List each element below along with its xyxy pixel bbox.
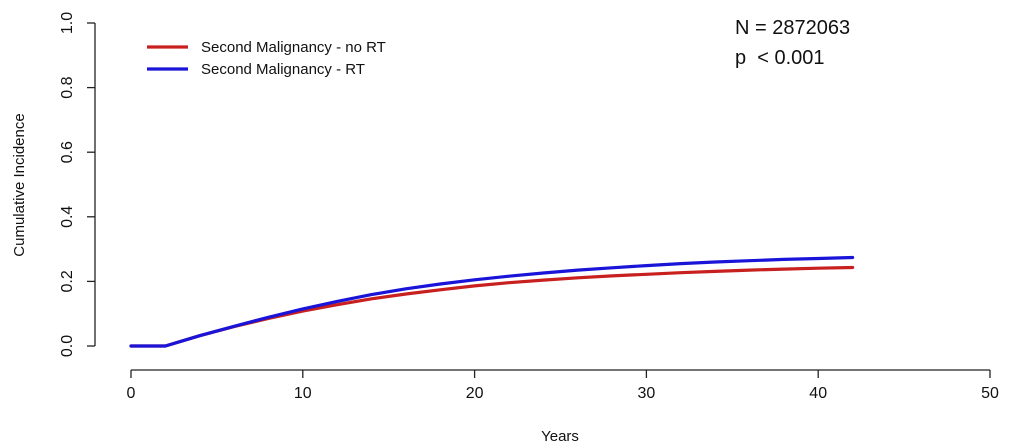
y-axis-title: Cumulative Incidence	[11, 113, 28, 256]
legend-label-no-rt: Second Malignancy - no RT	[201, 39, 386, 56]
series-group	[129, 255, 855, 348]
x-tick-label: 10	[294, 385, 312, 402]
y-ticks: 0.0 0.2 0.4 0.6 0.8 1.0	[59, 12, 95, 357]
y-tick-label: 0.2	[59, 270, 76, 292]
legend-label-rt: Second Malignancy - RT	[201, 61, 365, 78]
y-tick-label: 1.0	[59, 12, 76, 34]
x-axis-title: Years	[541, 428, 579, 445]
x-tick-label: 0	[127, 385, 136, 402]
y-tick-label: 0.6	[59, 141, 76, 163]
x-tick-label: 50	[981, 385, 999, 402]
y-tick-label: 0.8	[59, 76, 76, 98]
x-tick-label: 20	[466, 385, 484, 402]
series-line-rt	[129, 255, 855, 348]
x-ticks: 0 10 20 30 40 50	[127, 370, 999, 402]
y-tick-label: 0.0	[59, 335, 76, 357]
axes	[94, 23, 990, 371]
x-tick-label: 30	[638, 385, 656, 402]
y-tick-label: 0.4	[59, 206, 76, 228]
x-tick-label: 40	[809, 385, 827, 402]
p-value-annotation: p < 0.001	[735, 47, 825, 69]
sample-size-annotation: N = 2872063	[735, 17, 850, 39]
legend: Second Malignancy - no RT Second Maligna…	[147, 39, 386, 78]
